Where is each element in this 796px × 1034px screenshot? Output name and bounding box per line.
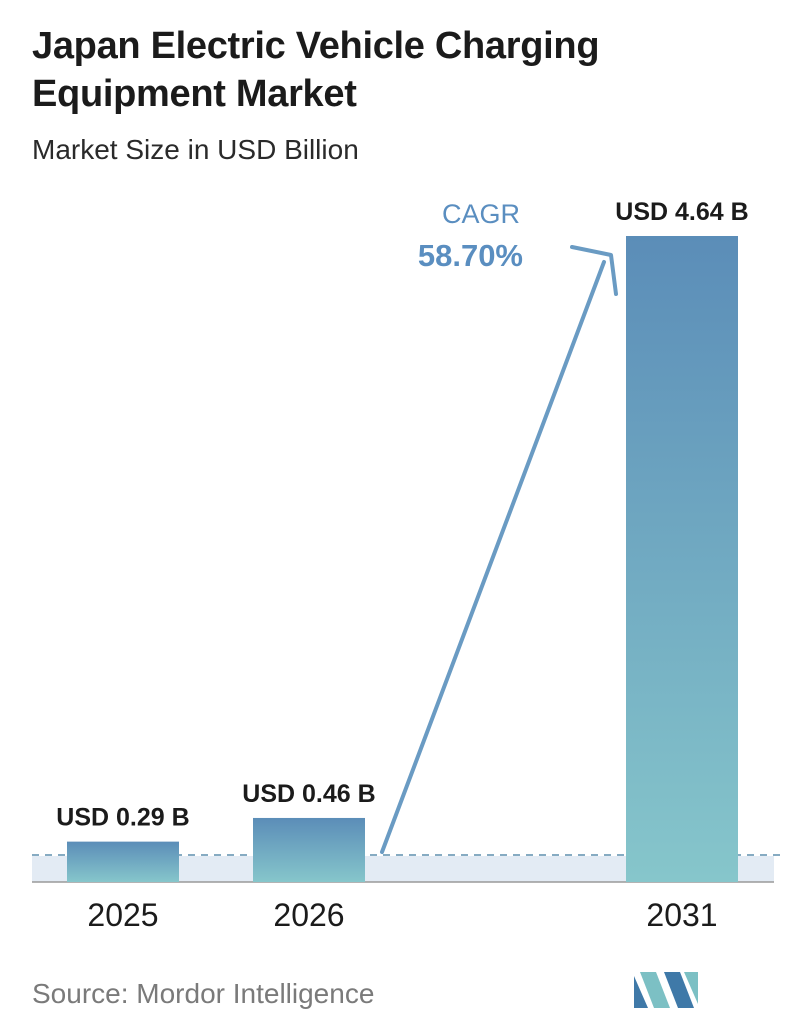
- cagr-arrow-head: [570, 245, 618, 296]
- cagr-arrow: [380, 245, 618, 854]
- data-labels-group: USD 0.29 B USD 0.46 B USD 4.64 B: [56, 198, 748, 832]
- data-label-2025: USD 0.29 B: [56, 804, 189, 832]
- source-note: Source: Mordor Intelligence: [32, 978, 375, 1009]
- chart-subtitle: Market Size in USD Billion: [32, 134, 359, 165]
- data-label-2026: USD 0.46 B: [242, 780, 375, 808]
- x-tick-2031: 2031: [646, 897, 717, 933]
- bar-2026: [253, 817, 365, 882]
- bars-group: [67, 236, 738, 882]
- x-tick-labels-group: 2025 2026 2031: [87, 897, 717, 933]
- mordor-intelligence-logo: [634, 972, 698, 1008]
- x-tick-2025: 2025: [87, 897, 158, 933]
- x-tick-2026: 2026: [273, 897, 344, 933]
- cagr-value: 58.70%: [418, 238, 523, 273]
- chart-title: Japan Electric Vehicle Charging Equipmen…: [32, 25, 600, 115]
- cagr-label: CAGR: [442, 199, 520, 229]
- data-label-2031: USD 4.64 B: [615, 198, 748, 226]
- bar-2025: [67, 841, 179, 882]
- bar-2031: [626, 236, 738, 882]
- cagr-arrow-shaft: [380, 260, 606, 854]
